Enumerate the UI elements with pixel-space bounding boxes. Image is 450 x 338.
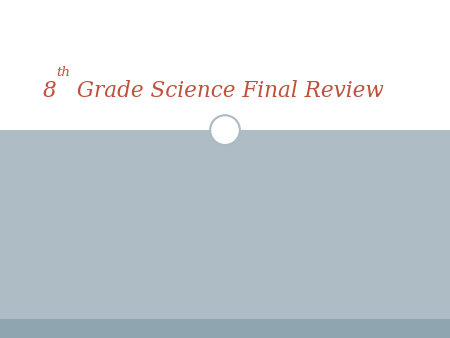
Bar <box>0 0 450 130</box>
Text: Grade Science Final Review: Grade Science Final Review <box>70 80 384 102</box>
Bar <box>0 319 450 338</box>
Text: th: th <box>56 66 70 79</box>
Ellipse shape <box>210 115 240 145</box>
Bar <box>0 130 450 319</box>
Text: 8: 8 <box>43 80 56 102</box>
